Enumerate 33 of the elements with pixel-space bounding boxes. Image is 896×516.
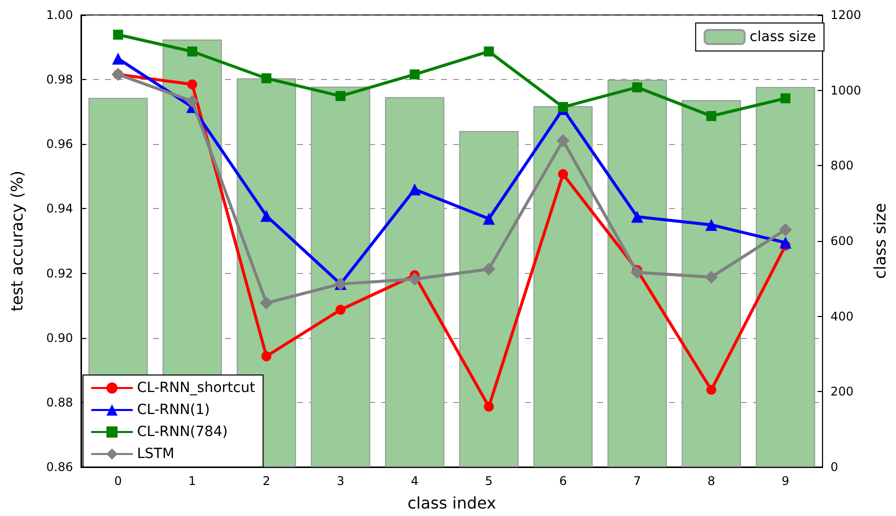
y-tick-label: 0.88 bbox=[46, 395, 73, 410]
y2-tick-label: 1200 bbox=[830, 8, 862, 22]
legend-label: CL-RNN_shortcut bbox=[137, 380, 256, 396]
legend-label: LSTM bbox=[137, 446, 174, 462]
y2-tick-label: 400 bbox=[830, 309, 854, 324]
x-tick-label: 3 bbox=[336, 474, 344, 488]
y2-tick-label: 0 bbox=[830, 460, 838, 474]
legend-label: CL-RNN(784) bbox=[137, 424, 228, 440]
x-tick-label: 5 bbox=[485, 474, 493, 488]
y-tick-label: 0.90 bbox=[46, 330, 73, 345]
x-tick-label: 9 bbox=[782, 474, 790, 488]
y-axis-title: test accuracy (%) bbox=[8, 170, 26, 312]
legend-label: class size bbox=[750, 29, 816, 45]
y-tick-label: 0.92 bbox=[46, 266, 73, 280]
y-tick-label: 0.98 bbox=[46, 72, 73, 87]
x-tick-label: 7 bbox=[633, 474, 641, 488]
x-tick-label: 6 bbox=[559, 474, 567, 488]
x-tick-label: 0 bbox=[114, 474, 122, 488]
y2-axis-title: class size bbox=[870, 203, 890, 279]
x-axis-title: class index bbox=[407, 494, 496, 512]
y2-tick-label: 600 bbox=[830, 234, 854, 248]
y-tick-label: 1.00 bbox=[46, 8, 73, 22]
x-tick-label: 2 bbox=[262, 474, 270, 488]
x-tick-label: 1 bbox=[188, 474, 196, 488]
legend-label: CL-RNN(1) bbox=[137, 402, 210, 418]
x-tick-label: 4 bbox=[410, 474, 419, 488]
y2-tick-label: 1000 bbox=[830, 83, 862, 98]
y2-tick-label: 800 bbox=[830, 158, 854, 173]
y2-tick-label: 200 bbox=[830, 384, 854, 399]
y-tick-label: 0.94 bbox=[46, 202, 73, 216]
y-tick-label: 0.96 bbox=[46, 137, 73, 152]
x-tick-label: 8 bbox=[708, 474, 716, 488]
y-tick-label: 0.86 bbox=[46, 460, 73, 474]
